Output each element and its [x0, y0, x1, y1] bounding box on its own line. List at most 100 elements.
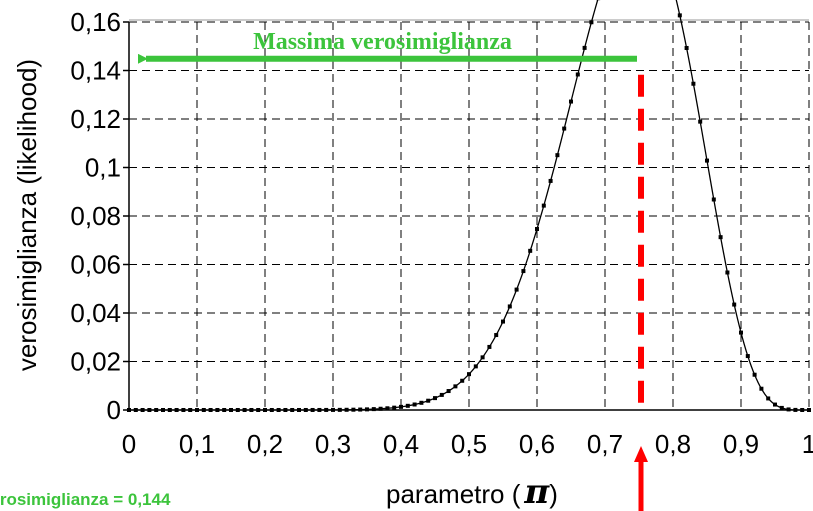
data-point-52 [480, 355, 485, 360]
data-point-82 [684, 45, 689, 50]
x-tick-label-4: 0,4 [383, 429, 419, 459]
data-point-44 [426, 398, 431, 403]
x-tick-label-0: 0 [122, 429, 136, 459]
y-tick-label-3: 0,06 [70, 250, 121, 280]
y-tick-label-8: 0,16 [70, 7, 121, 37]
data-point-85 [705, 158, 709, 163]
data-point-8 [181, 408, 186, 412]
data-point-45 [433, 396, 437, 401]
x-tick-label-2: 0,2 [247, 429, 283, 459]
data-point-34 [358, 407, 363, 412]
data-point-96 [779, 405, 784, 410]
data-point-66 [575, 72, 580, 77]
data-point-15 [229, 408, 233, 412]
y-tick-label-4: 0,08 [70, 201, 121, 231]
data-point-41 [405, 403, 410, 408]
x-tick-label-7: 0,7 [587, 429, 623, 459]
x-tick-label-1: 0,1 [179, 429, 215, 459]
data-point-23 [283, 407, 288, 412]
x-axis-title-close: ) [549, 479, 558, 509]
data-point-37 [378, 406, 383, 411]
data-point-14 [222, 408, 227, 412]
data-point-32 [344, 407, 349, 412]
data-point-95 [773, 402, 777, 407]
data-point-46 [439, 392, 444, 397]
data-point-42 [412, 402, 417, 407]
data-point-19 [256, 407, 261, 412]
data-point-93 [759, 386, 764, 391]
data-point-56 [507, 304, 512, 309]
pi-symbol: π [523, 472, 550, 511]
data-point-99 [800, 407, 805, 412]
data-point-17 [242, 407, 247, 412]
data-point-30 [331, 407, 335, 412]
data-point-20 [263, 407, 267, 412]
data-point-62 [548, 178, 553, 183]
x-tick-label-5: 0,5 [451, 429, 487, 459]
data-point-59 [528, 248, 533, 253]
x-tick-label-6: 0,6 [519, 429, 555, 459]
data-point-100 [807, 408, 811, 412]
likelihood-series [127, 0, 811, 412]
data-point-22 [276, 407, 281, 412]
data-point-6 [167, 408, 172, 412]
data-point-91 [745, 354, 750, 359]
y-tick-labels: 0 0,02 0,04 0,06 0,08 0,1 0,12 0,14 0,16 [70, 7, 121, 425]
data-point-29 [324, 407, 329, 412]
data-point-21 [269, 407, 274, 412]
data-point-67 [582, 45, 587, 50]
data-point-97 [786, 407, 791, 412]
data-point-26 [303, 407, 308, 412]
data-point-38 [385, 406, 390, 411]
y-tick-label-1: 0,02 [70, 347, 121, 377]
data-point-18 [249, 407, 254, 412]
data-point-9 [188, 408, 193, 412]
x-axis-title-text: parametro ( [386, 479, 521, 509]
data-point-94 [766, 396, 771, 401]
data-point-57 [514, 287, 519, 292]
data-point-36 [371, 407, 376, 412]
y-tick-label-6: 0,12 [70, 104, 121, 134]
data-point-12 [208, 408, 213, 412]
data-point-84 [698, 119, 703, 124]
data-point-0 [127, 408, 131, 412]
data-point-3 [147, 408, 152, 412]
data-point-53 [487, 344, 492, 349]
likelihood-value-label: Verosimiglianza = 0,144 [0, 490, 171, 509]
data-point-65 [569, 99, 573, 104]
data-point-4 [154, 408, 159, 412]
data-point-25 [297, 407, 301, 412]
data-point-98 [793, 407, 798, 412]
data-point-87 [718, 235, 723, 240]
data-point-64 [562, 126, 567, 131]
data-point-13 [215, 408, 220, 412]
data-point-81 [677, 13, 682, 18]
data-point-10 [195, 408, 199, 412]
data-point-2 [140, 408, 145, 412]
x-tick-label-3: 0,3 [315, 429, 351, 459]
data-point-90 [739, 330, 743, 335]
data-point-16 [235, 407, 240, 412]
data-point-68 [589, 20, 594, 25]
red-arrow-head [634, 446, 648, 462]
data-point-24 [290, 407, 295, 412]
data-point-33 [351, 407, 356, 412]
data-point-49 [460, 378, 465, 383]
data-point-1 [133, 408, 138, 412]
x-axis-title: parametro (π) [386, 472, 558, 511]
data-point-5 [161, 408, 165, 412]
y-tick-label-0: 0 [107, 395, 121, 425]
max-likelihood-annotation: Massima verosimiglianza Verosimiglianza … [0, 29, 648, 511]
y-tick-label-7: 0,14 [70, 56, 121, 86]
x-tick-label-8: 0,8 [655, 429, 691, 459]
max-likelihood-label: Massima verosimiglianza [253, 29, 512, 55]
data-point-47 [446, 389, 451, 394]
data-point-54 [494, 333, 499, 338]
data-point-7 [174, 408, 179, 412]
grid-lines [129, 21, 810, 410]
data-point-88 [725, 270, 730, 275]
data-point-40 [399, 404, 403, 409]
y-tick-label-5: 0,1 [85, 153, 121, 183]
x-tick-label-9: 0,9 [723, 429, 759, 459]
data-point-83 [691, 81, 696, 86]
